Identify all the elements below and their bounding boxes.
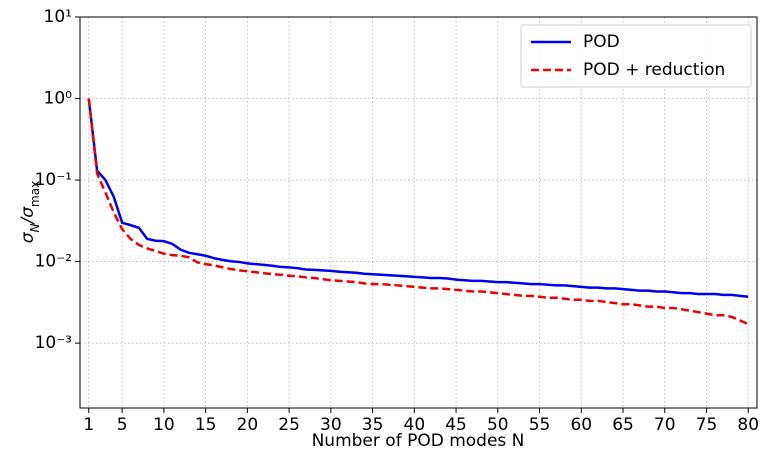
x-tick-label: 60 [570,415,592,435]
y-tick-label: 10⁻² [35,252,72,272]
y-label-part: /σ [18,206,38,226]
y-tick-label: 10⁻³ [35,333,72,353]
legend-label: POD + reduction [583,60,725,80]
x-tick-label: 40 [404,415,426,435]
y-tick-label: 10¹ [44,7,72,27]
x-tick-label: 70 [654,415,676,435]
x-tick-label: 15 [195,415,217,435]
legend-box [520,24,752,88]
x-tick-label: 5 [117,415,128,435]
x-tick-label: 25 [278,415,300,435]
x-tick-label: 55 [529,415,551,435]
x-tick-label: 35 [362,415,384,435]
x-tick-label: 50 [487,415,509,435]
y-label-part: max [28,181,42,207]
y-tick-label: 10⁻¹ [35,170,72,190]
x-tick-label: 45 [445,415,467,435]
legend-label: POD [583,32,620,52]
y-label-part: N [28,223,42,232]
y-label-part: σ [18,231,38,243]
plot-frame [79,16,758,409]
y-tick-label: 10⁰ [44,89,73,109]
x-tick-label: 1 [83,415,94,435]
data-line [87,98,749,326]
data-line [87,98,749,299]
y-axis-label: σN/σmax [18,181,42,243]
x-tick-label: 65 [612,415,634,435]
x-tick-label: 10 [153,415,175,435]
x-tick-label: 75 [696,415,718,435]
x-tick-label: 80 [737,415,759,435]
x-tick-label: 30 [320,415,342,435]
x-tick-label: 20 [237,415,259,435]
x-axis-label: Number of POD modes N [312,431,525,451]
